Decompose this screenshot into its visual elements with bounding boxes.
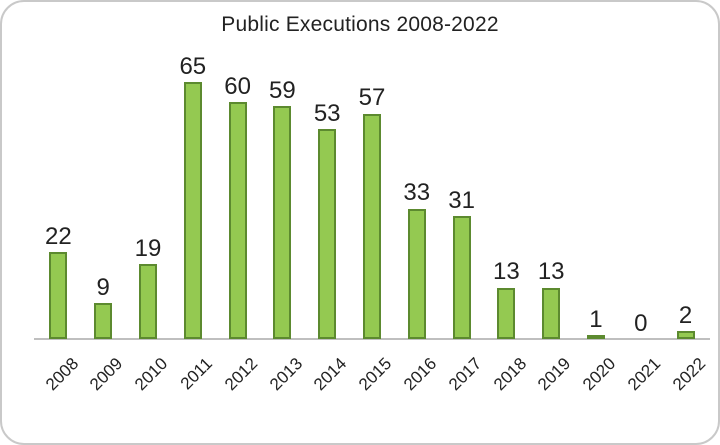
bar-column: 13 2018	[484, 42, 530, 394]
x-tick-label: 2010	[131, 354, 172, 395]
bar	[94, 303, 113, 339]
bar-value-label: 1	[589, 305, 603, 333]
bar	[542, 287, 561, 339]
bar-column: 65 2011	[170, 42, 216, 394]
bar	[452, 216, 471, 339]
bar	[362, 113, 381, 339]
bar-column: 53 2014	[305, 42, 350, 394]
bar	[183, 82, 202, 339]
bar-value-label: 53	[313, 100, 341, 128]
bar	[586, 335, 605, 339]
x-axis-line	[34, 338, 710, 340]
bar-column: 13 2019	[529, 42, 574, 394]
bar-value-label: 59	[269, 76, 296, 104]
chart-title: Public Executions 2008-2022	[221, 13, 499, 36]
bar-column: 22 2008	[36, 42, 82, 395]
bar	[228, 101, 247, 339]
bar-value-label: 2	[678, 301, 693, 329]
x-tick-label: 2009	[86, 354, 127, 395]
x-tick-label: 2008	[41, 354, 82, 395]
bar-column: 9 2009	[81, 42, 126, 394]
bar	[138, 263, 157, 339]
bar-column: 31 2017	[439, 42, 485, 394]
bar	[676, 331, 695, 339]
x-tick-label: 2013	[265, 354, 306, 395]
bar-column: 57 2015	[350, 42, 395, 394]
bar	[407, 208, 426, 339]
bar	[273, 105, 292, 339]
x-tick-label: 2021	[624, 354, 665, 395]
bar-column: 59 2013	[260, 42, 306, 394]
bar-column: 19 2010	[126, 42, 171, 395]
bar-value-label: 33	[403, 179, 431, 207]
bar-value-label: 57	[358, 84, 386, 112]
x-tick-label: 2012	[220, 354, 262, 395]
bar-value-label: 13	[493, 258, 520, 286]
bar-value-label: 0	[634, 309, 648, 337]
bar	[318, 129, 337, 339]
bar-value-label: 31	[448, 187, 475, 215]
bar-column: 60 2012	[215, 42, 261, 394]
bar-column: 2 2022	[663, 42, 709, 394]
x-tick-label: 2015	[355, 354, 396, 395]
x-tick-label: 2014	[310, 354, 351, 395]
plot-area: 22 2008 9 2009 19 2010 65 2011 60 2012 59 2013 53 201…	[34, 42, 710, 395]
bar-value-label: 65	[179, 52, 207, 80]
bar-value-label: 9	[96, 274, 110, 302]
bar-value-label: 22	[45, 222, 72, 250]
x-tick-label: 2016	[400, 354, 441, 395]
x-tick-label: 2022	[668, 354, 709, 395]
x-tick-label: 2019	[534, 354, 575, 395]
bar-column: 33 2016	[394, 42, 440, 394]
bar-column: 0 2021	[618, 42, 664, 395]
bar-value-label: 60	[224, 72, 251, 100]
bar-value-label: 13	[537, 258, 565, 286]
x-tick-label: 2011	[176, 354, 217, 394]
bar	[49, 252, 68, 339]
x-tick-label: 2017	[444, 354, 486, 395]
x-tick-label: 2018	[489, 354, 530, 395]
bar-value-label: 19	[134, 234, 162, 262]
x-tick-label: 2020	[579, 354, 620, 395]
bar	[497, 287, 516, 339]
bar-column: 1 2020	[574, 42, 619, 395]
